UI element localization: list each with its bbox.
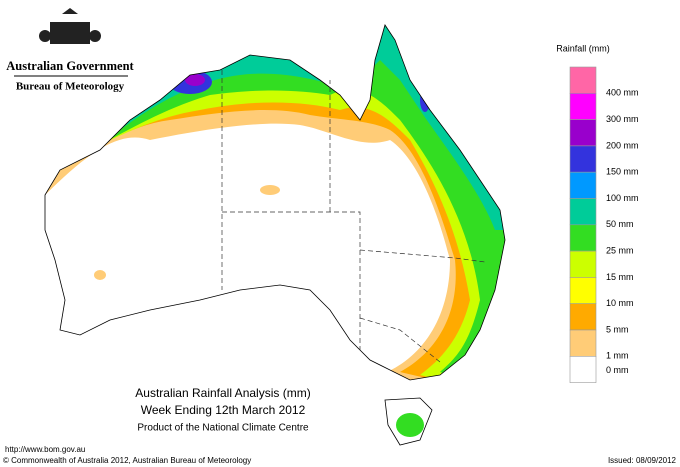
source-url: http://www.bom.gov.au bbox=[5, 445, 85, 454]
map-period: Week Ending 12th March 2012 bbox=[141, 403, 306, 417]
copyright: © Commonwealth of Australia 2012, Austra… bbox=[3, 456, 251, 465]
legend-swatch bbox=[569, 355, 597, 383]
legend-label: 150 mm bbox=[606, 167, 639, 177]
legend-label: 200 mm bbox=[606, 140, 639, 150]
map-product: Product of the National Climate Centre bbox=[137, 423, 309, 434]
legend-label: 100 mm bbox=[606, 193, 639, 203]
legend-label: 1 mm bbox=[606, 351, 629, 361]
legend-label: 0 mm bbox=[606, 365, 629, 375]
legend-label: 300 mm bbox=[606, 114, 639, 124]
legend-label: 10 mm bbox=[606, 298, 634, 308]
legend-swatch bbox=[569, 171, 597, 199]
legend-label: 5 mm bbox=[606, 324, 629, 334]
legend-swatch bbox=[569, 145, 597, 173]
legend-swatch bbox=[569, 93, 597, 120]
legend: 400 mm 300 mm 200 mm 150 mm 100 mm 50 mm 25 mm… bbox=[569, 66, 639, 383]
legend-swatch bbox=[569, 250, 597, 278]
legend-swatch bbox=[569, 277, 597, 304]
agency-name: Bureau of Meteorology bbox=[16, 81, 125, 93]
legend-swatch bbox=[569, 303, 597, 331]
legend-label: 15 mm bbox=[606, 272, 634, 282]
crest bbox=[39, 8, 101, 44]
issued-date: Issued: 08/09/2012 bbox=[608, 456, 677, 465]
legend-swatch bbox=[569, 119, 597, 147]
government-name: Australian Government bbox=[6, 59, 134, 73]
legend-swatch bbox=[569, 66, 597, 94]
legend-label: 25 mm bbox=[606, 245, 634, 255]
map-title: Australian Rainfall Analysis (mm) bbox=[135, 386, 310, 400]
legend-label: 400 mm bbox=[606, 88, 639, 98]
legend-swatch bbox=[569, 329, 597, 357]
legend-label: 50 mm bbox=[606, 219, 634, 229]
legend-swatch bbox=[569, 198, 597, 226]
legend-swatch bbox=[569, 224, 597, 252]
legend-title: Rainfall (mm) bbox=[556, 43, 610, 53]
